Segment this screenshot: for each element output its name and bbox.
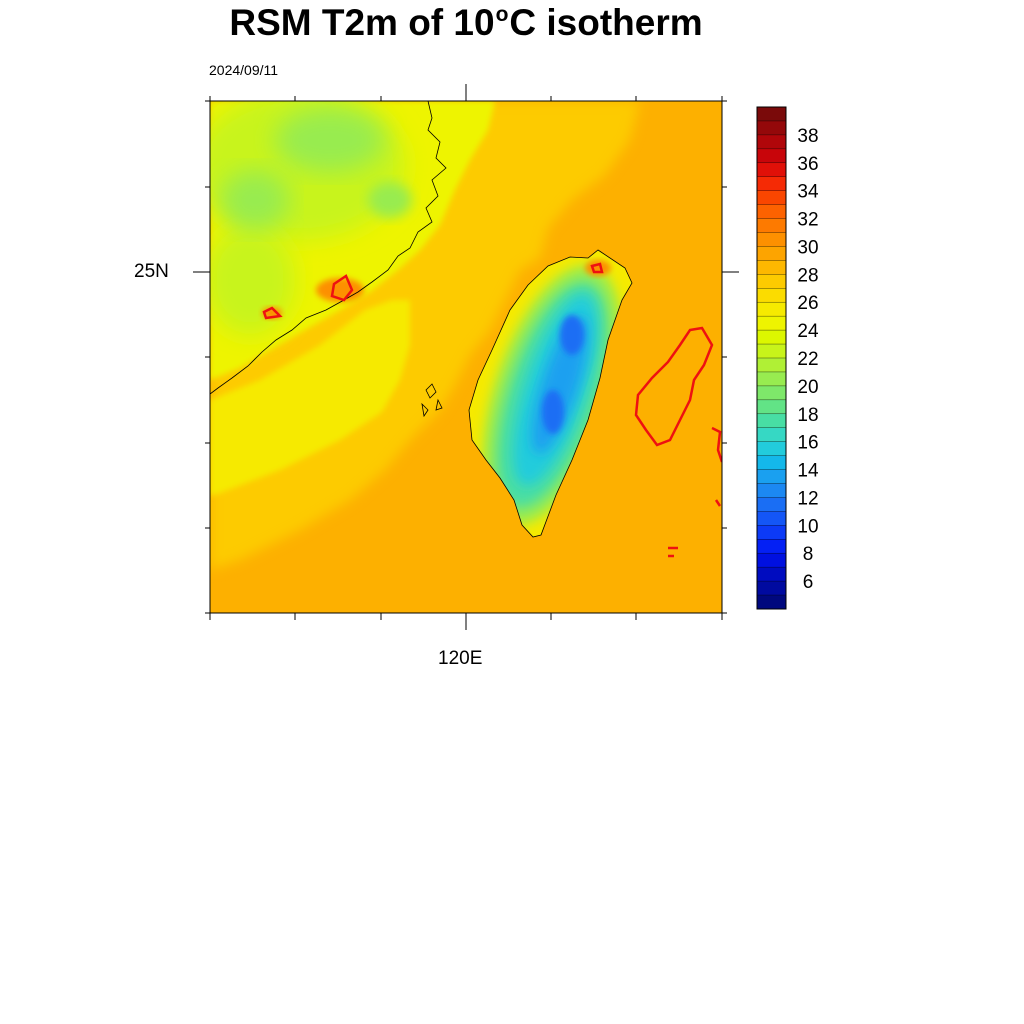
map-panel bbox=[195, 90, 722, 613]
colorbar-swatch bbox=[757, 442, 786, 456]
colorbar-swatch bbox=[757, 274, 786, 288]
colorbar-swatch bbox=[757, 372, 786, 386]
colorbar-swatch bbox=[757, 246, 786, 260]
colorbar-swatch bbox=[757, 191, 786, 205]
colorbar-swatch bbox=[757, 470, 786, 484]
colorbar-swatch bbox=[757, 288, 786, 302]
colorbar-swatch bbox=[757, 107, 786, 121]
colorbar-swatch bbox=[757, 400, 786, 414]
colorbar-swatch bbox=[757, 344, 786, 358]
colorbar-labels: 38 36 34 32 30 28 26 24 22 20 18 16 14 12 10 8 6 bbox=[797, 126, 819, 593]
colorbar-tick-label: 14 bbox=[797, 461, 819, 482]
colorbar-swatch bbox=[757, 414, 786, 428]
colorbar-swatch bbox=[757, 316, 786, 330]
colorbar-swatch bbox=[757, 539, 786, 553]
colorbar-swatch bbox=[757, 330, 786, 344]
colorbar-swatch bbox=[757, 149, 786, 163]
colorbar-tick-label: 10 bbox=[797, 516, 818, 537]
colorbar-tick-label: 24 bbox=[797, 321, 819, 342]
colorbar-swatch bbox=[757, 177, 786, 191]
colorbar-swatch bbox=[757, 456, 786, 470]
colorbar-swatch bbox=[757, 358, 786, 372]
colorbar-swatch bbox=[757, 163, 786, 177]
colorbar-tick-label: 34 bbox=[797, 182, 819, 203]
colorbar-swatch bbox=[757, 205, 786, 219]
colorbar-tick-label: 28 bbox=[797, 265, 818, 286]
colorbar-swatch bbox=[757, 386, 786, 400]
colorbar-tick-label: 20 bbox=[797, 377, 818, 398]
colorbar-swatch bbox=[757, 219, 786, 233]
colorbar-swatch bbox=[757, 428, 786, 442]
colorbar-swatch bbox=[757, 302, 786, 316]
colorbar-tick-label: 16 bbox=[797, 433, 818, 454]
colorbar-tick-label: 12 bbox=[797, 488, 818, 509]
colorbar-tick-label: 32 bbox=[797, 210, 818, 231]
colorbar-swatch bbox=[757, 497, 786, 511]
colorbar-swatch bbox=[757, 553, 786, 567]
colorbar-tick-label: 26 bbox=[797, 293, 818, 314]
colorbar-tick-label: 8 bbox=[803, 544, 814, 565]
colorbar-swatch bbox=[757, 260, 786, 274]
colorbar-swatches bbox=[757, 107, 786, 609]
colorbar: 38 36 34 32 30 28 26 24 22 20 18 16 14 12 10 8 6 bbox=[757, 107, 819, 609]
colorbar-swatch bbox=[757, 484, 786, 498]
colorbar-swatch bbox=[757, 581, 786, 595]
colorbar-swatch bbox=[757, 567, 786, 581]
colorbar-tick-label: 18 bbox=[797, 405, 818, 426]
colorbar-swatch bbox=[757, 233, 786, 247]
colorbar-tick-label: 38 bbox=[797, 126, 818, 147]
colorbar-tick-label: 30 bbox=[797, 237, 818, 258]
colorbar-tick-label: 36 bbox=[797, 154, 818, 175]
colorbar-tick-label: 22 bbox=[797, 349, 818, 370]
colorbar-swatch bbox=[757, 511, 786, 525]
colorbar-swatch bbox=[757, 135, 786, 149]
colorbar-swatch bbox=[757, 525, 786, 539]
colorbar-swatch bbox=[757, 121, 786, 135]
colorbar-tick-label: 6 bbox=[803, 572, 814, 593]
colorbar-swatch bbox=[757, 595, 786, 609]
